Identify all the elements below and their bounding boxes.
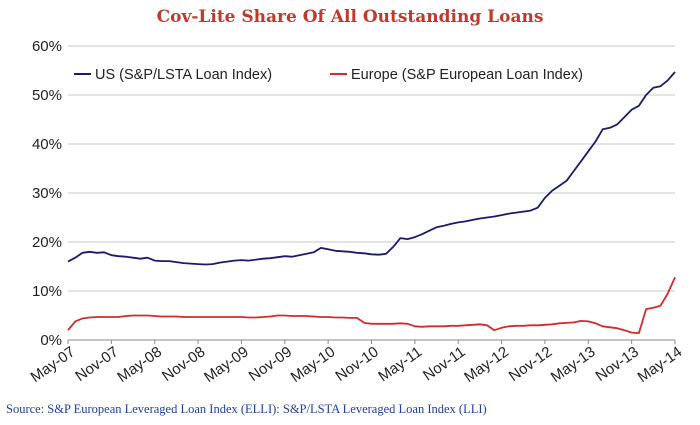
x-tick-label: Nov-13 bbox=[593, 343, 642, 385]
x-tick-label: Nov-07 bbox=[72, 343, 121, 385]
legend: US (S&P/LSTA Loan Index) Europe (S&P Euro… bbox=[74, 67, 583, 83]
y-axis: 0% 10% 20% 30% 40% 50% 60% bbox=[32, 38, 62, 349]
x-axis: May-07Nov-07May-08Nov-08May-09Nov-09May-… bbox=[28, 343, 686, 386]
y-tick-label: 60% bbox=[32, 38, 62, 55]
x-tick-label: Nov-11 bbox=[420, 343, 468, 384]
x-tick-label: May-14 bbox=[635, 343, 686, 386]
europe-series-line bbox=[67, 276, 676, 334]
x-tick-label: May-13 bbox=[548, 343, 599, 386]
x-tick-label: May-08 bbox=[114, 343, 165, 386]
x-tick-label: May-12 bbox=[461, 343, 512, 386]
x-tick-label: Nov-09 bbox=[246, 343, 295, 385]
series-lines bbox=[67, 71, 676, 334]
y-tick-label: 40% bbox=[32, 136, 62, 153]
x-tick-label: Nov-08 bbox=[159, 343, 208, 385]
legend-label: US (S&P/LSTA Loan Index) bbox=[95, 67, 272, 83]
y-tick-label: 0% bbox=[40, 332, 62, 349]
x-tick-label: May-10 bbox=[288, 343, 339, 386]
chart-title: Cov-Lite Share Of All Outstanding Loans bbox=[156, 7, 544, 27]
source-note: Source: S&P European Leveraged Loan Inde… bbox=[6, 402, 487, 416]
legend-label: Europe (S&P European Loan Index) bbox=[351, 67, 583, 83]
x-tick-label: May-11 bbox=[375, 343, 425, 385]
y-tick-label: 10% bbox=[32, 283, 62, 300]
x-tick-label: Nov-10 bbox=[332, 343, 381, 385]
x-tick-label: May-09 bbox=[201, 343, 252, 386]
gridlines bbox=[67, 45, 676, 344]
y-tick-label: 50% bbox=[32, 87, 62, 104]
x-tick-label: May-07 bbox=[28, 343, 79, 386]
y-tick-label: 20% bbox=[32, 234, 62, 251]
x-tick-label: Nov-12 bbox=[506, 343, 555, 385]
us-series-line bbox=[67, 71, 676, 266]
y-tick-label: 30% bbox=[32, 185, 62, 202]
